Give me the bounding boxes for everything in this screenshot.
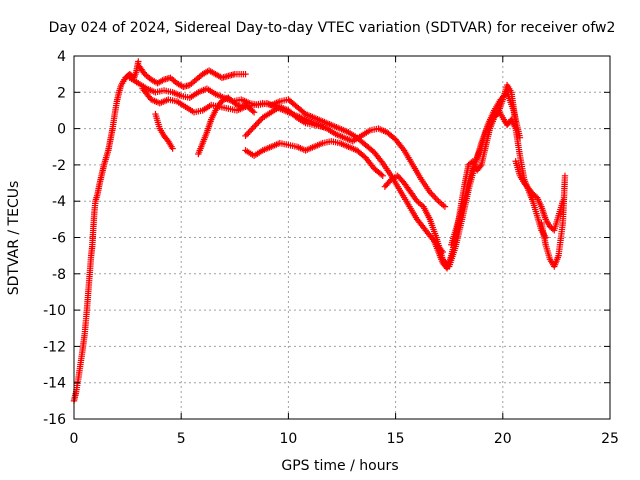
data-point [249,125,256,132]
data-point [432,194,439,202]
grid-lines [74,56,610,419]
data-marks [70,58,569,405]
y-tick-label: 4 [57,49,66,65]
y-tick-label: 2 [57,85,66,101]
y-tick-label: -12 [43,339,66,355]
data-point [248,126,255,134]
x-tick-label: 5 [177,431,186,447]
x-axis-label: GPS time / hours [281,458,398,474]
y-tick-label: -16 [43,412,66,428]
data-point [233,101,241,109]
tick-labels: 0 5 10 15 20 25 -16 -14 -12 -10 -8 -6 -4 -2 0 2 4 [43,49,619,447]
series-track-e [195,94,258,158]
y-tick-label: -6 [52,231,66,247]
series-track-i [430,81,519,272]
y-tick-label: -2 [52,158,66,174]
y-tick-label: -4 [52,194,66,210]
data-point [319,123,326,130]
chart-title: Day 024 of 2024, Sidereal Day-to-day VTE… [49,20,616,36]
series-track-g [242,138,386,179]
data-point [242,70,249,78]
data-point [253,120,261,127]
y-tick-label: -8 [52,267,66,283]
data-point [220,96,228,103]
data-point [246,128,254,135]
data-point [426,188,434,196]
x-tick-label: 0 [70,431,79,447]
y-tick-label: -14 [43,376,66,392]
y-tick-label: -10 [43,303,66,319]
data-point [252,122,259,129]
data-point [249,107,256,115]
data-point [235,102,242,109]
series-track-l [538,172,569,270]
data-point [428,190,435,197]
y-tick-label: 0 [57,122,66,138]
data-point [430,193,438,200]
data-point [441,203,449,210]
series-track-j [448,107,549,248]
series-track-f [242,103,326,140]
data-point [433,196,441,203]
y-axis-label: SDTVAR / TECUs [6,181,22,296]
x-tick-label: 25 [601,431,619,447]
data-point [256,117,264,124]
data-point [240,102,248,109]
data-point [250,123,258,130]
data-point [169,145,176,152]
data-point [561,172,569,179]
data-point [379,172,386,179]
data-point [429,191,436,199]
data-point [238,103,245,111]
data-point [223,95,231,102]
data-point [245,129,252,137]
x-tick-label: 10 [279,431,297,447]
x-tick-label: 15 [387,431,405,447]
data-point [378,171,385,178]
data-point [255,119,262,126]
series-track-d [152,110,176,152]
axis-ticks [73,55,611,420]
series-early-rise [70,58,142,405]
data-point [242,132,249,140]
series-track-a [135,61,249,91]
data-point [250,109,258,116]
data-point [477,163,484,170]
data-point [243,131,251,138]
x-tick-label: 20 [494,431,512,447]
